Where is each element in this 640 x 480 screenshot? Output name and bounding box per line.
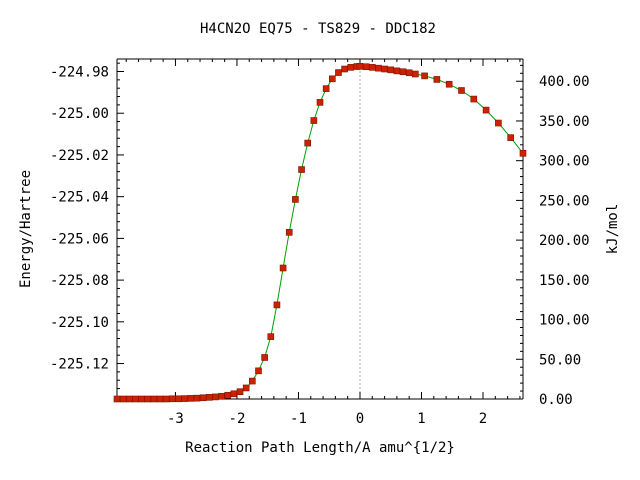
y-left-tick-label: -225.08 — [50, 273, 109, 289]
y-left-tick-label: -225.06 — [50, 231, 109, 247]
data-point — [150, 395, 158, 403]
y-right-tick-label: 100.00 — [539, 313, 590, 329]
data-point — [255, 367, 262, 375]
data-point — [304, 139, 311, 147]
data-point — [347, 64, 355, 71]
y-left-tick-label: -225.00 — [50, 106, 109, 122]
y-right-tick-label: 300.00 — [539, 154, 590, 170]
data-point — [329, 75, 336, 83]
data-point — [495, 119, 502, 127]
data-point — [458, 87, 465, 94]
data-point — [310, 117, 318, 124]
data-point — [156, 395, 164, 403]
y-left-tick-label: -225.10 — [50, 315, 109, 331]
data-point — [381, 65, 388, 73]
data-point — [362, 63, 370, 71]
data-point — [144, 395, 152, 403]
data-point — [230, 390, 238, 398]
data-point — [218, 392, 225, 400]
data-point — [482, 106, 490, 114]
y-right-tick-label: 250.00 — [539, 193, 590, 209]
data-point — [375, 64, 382, 72]
y-left-tick-label: -225.04 — [50, 190, 109, 206]
y-right-tick-label: 150.00 — [539, 273, 590, 289]
data-point — [368, 64, 376, 71]
data-point — [261, 354, 268, 361]
x-tick-labels: -3 -2 -1 0 1 2 — [167, 411, 487, 427]
data-point — [335, 69, 342, 76]
x-tick-label: 2 — [479, 411, 487, 427]
y-right-tick-label: 50.00 — [539, 352, 581, 368]
data-point — [138, 395, 145, 403]
data-point — [316, 99, 324, 106]
y-axis-label-right: kJ/mol — [605, 204, 621, 255]
data-point — [119, 395, 127, 403]
data-point — [249, 377, 256, 385]
energy-series-markers — [113, 63, 527, 403]
data-point — [387, 66, 395, 74]
data-point — [242, 384, 250, 392]
data-point — [433, 76, 441, 83]
data-point — [470, 95, 478, 103]
data-point — [322, 85, 330, 92]
x-axis-label: Reaction Path Length/A amu^{1/2} — [185, 440, 455, 456]
data-point — [356, 63, 364, 70]
energy-series-line — [117, 65, 524, 400]
data-point — [113, 395, 121, 403]
data-point — [132, 395, 139, 403]
axis-ticks — [117, 59, 523, 400]
data-point — [519, 149, 527, 157]
y-right-tick-label: 0.00 — [539, 392, 573, 408]
y-right-tick-labels: 0.00 50.00 100.00 150.00 200.00 250.00 300.00 3… — [539, 74, 590, 408]
y-right-tick-label: 200.00 — [539, 233, 590, 249]
x-tick-label: 0 — [356, 411, 364, 427]
data-point — [507, 134, 514, 141]
y-left-tick-label: -225.02 — [50, 148, 109, 164]
data-point — [273, 301, 281, 309]
y-left-tick-label: -225.12 — [50, 357, 109, 373]
data-point — [298, 166, 305, 173]
data-point — [181, 395, 188, 402]
data-point — [236, 388, 244, 395]
data-point — [292, 196, 299, 203]
data-point — [393, 67, 401, 75]
data-point — [224, 391, 232, 399]
data-point — [175, 395, 182, 403]
data-point — [341, 65, 348, 73]
data-point — [405, 69, 413, 77]
x-tick-label: -2 — [229, 411, 246, 427]
y-right-tick-label: 350.00 — [539, 114, 590, 130]
data-point — [193, 394, 201, 402]
data-point — [267, 333, 275, 340]
x-tick-label: 1 — [417, 411, 425, 427]
data-point — [187, 395, 195, 402]
y-left-tick-labels: -224.98 -225.00 -225.02 -225.04 -225.06 -225.… — [50, 65, 109, 373]
data-point — [212, 393, 219, 401]
x-tick-label: -1 — [290, 411, 307, 427]
data-point — [445, 80, 453, 88]
data-point — [421, 72, 428, 80]
data-point — [412, 70, 419, 78]
plot-frame — [116, 58, 524, 400]
x-tick-label: -3 — [167, 411, 184, 427]
data-point — [279, 264, 287, 272]
data-point — [205, 394, 213, 401]
y-axis-label-left: Energy/Hartree — [18, 170, 34, 288]
data-point — [169, 395, 176, 403]
data-point — [126, 395, 133, 403]
data-point — [162, 395, 170, 403]
y-right-tick-label: 400.00 — [539, 74, 590, 90]
data-point — [285, 229, 293, 236]
y-left-tick-label: -224.98 — [50, 65, 109, 81]
data-point — [199, 394, 207, 402]
chart-title: H4CN2O EQ75 - TS829 - DDC182 — [200, 21, 436, 37]
data-point — [399, 68, 407, 76]
